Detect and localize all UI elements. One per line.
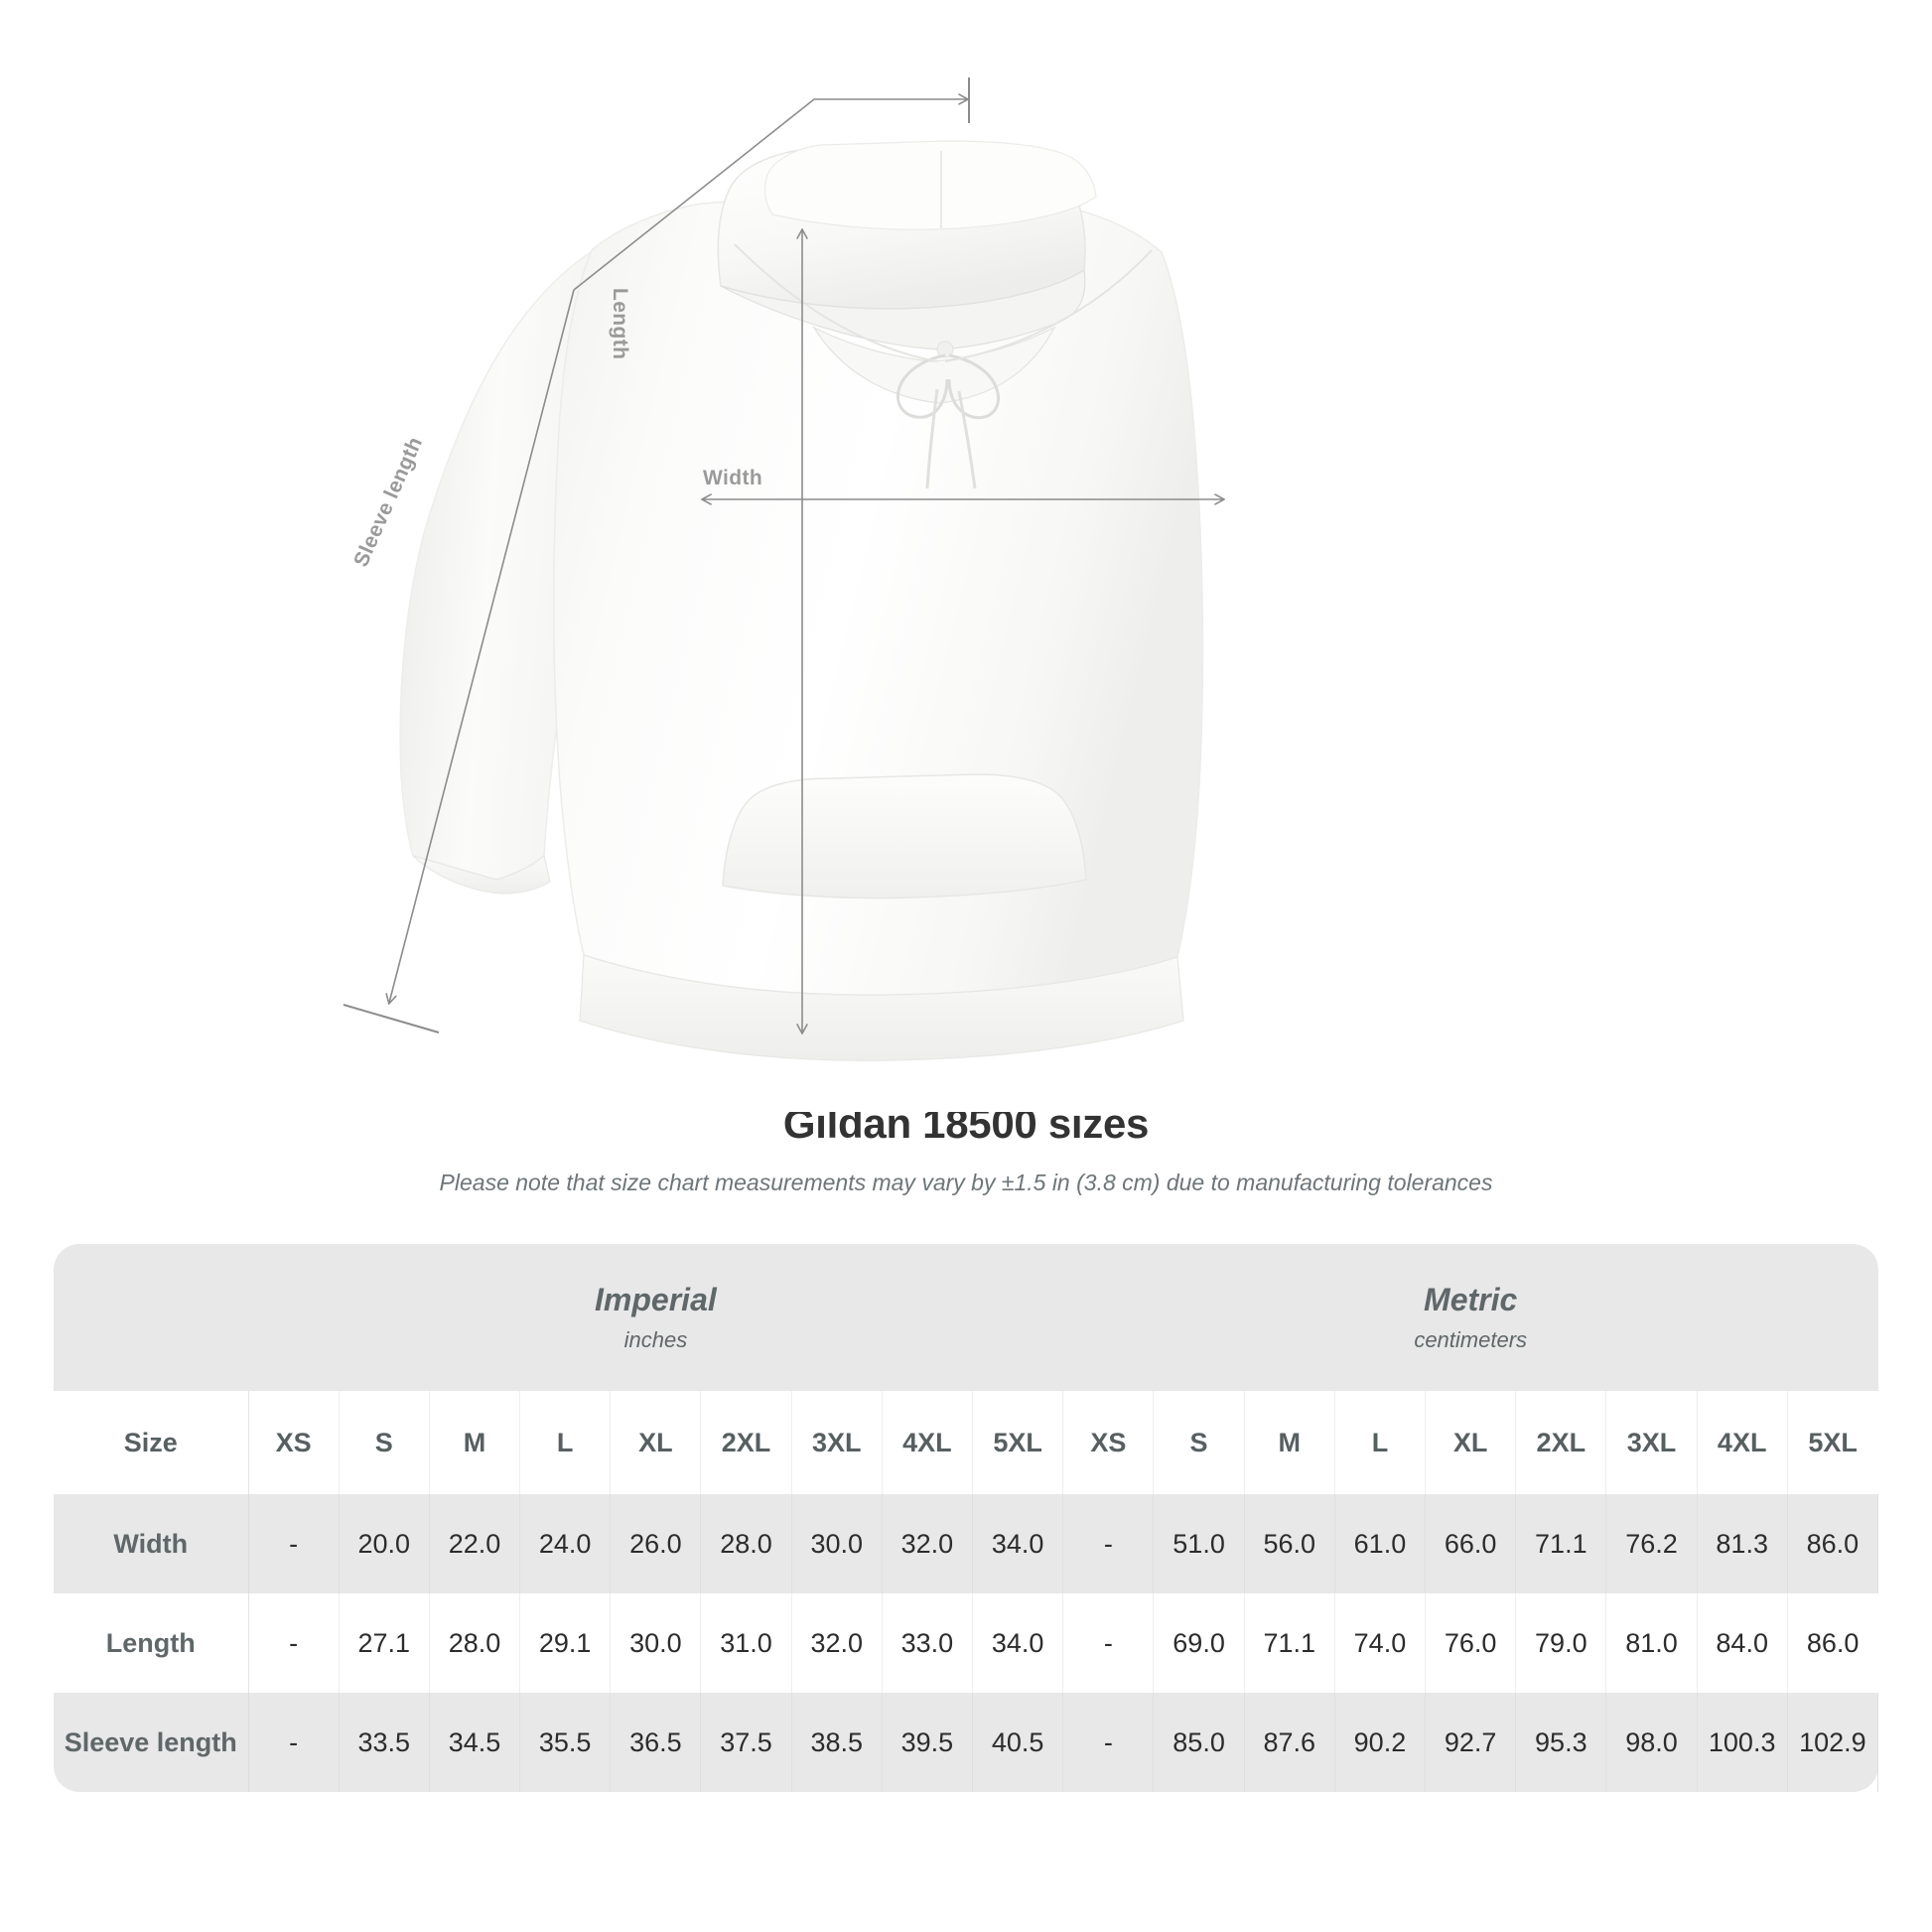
size-header-imperial-s: S: [339, 1391, 430, 1494]
cell-width-metric-2xl: 71.1: [1515, 1494, 1607, 1593]
cell-sleeve-length-metric-5xl: 102.9: [1787, 1693, 1879, 1792]
cell-length-metric-2xl: 79.0: [1515, 1593, 1607, 1693]
cell-width-imperial-xs: -: [248, 1494, 340, 1593]
cell-length-imperial-s: 27.1: [339, 1593, 430, 1693]
size-header-metric-2xl: 2XL: [1515, 1391, 1607, 1494]
cell-sleeve-length-metric-s: 85.0: [1153, 1693, 1245, 1792]
table-row: Sleeve length -33.5 34.5 35.5 36.5 37.5 38.5 39…: [54, 1693, 1879, 1792]
cell-sleeve-length-imperial-s: 33.5: [339, 1693, 430, 1792]
cell-sleeve-length-imperial-xl: 36.5: [610, 1693, 702, 1792]
cell-width-imperial-l: 24.0: [519, 1494, 612, 1593]
size-header-imperial-m: M: [429, 1391, 521, 1494]
hoodie-illustration: [399, 140, 1204, 1061]
cell-sleeve-length-imperial-m: 34.5: [429, 1693, 521, 1792]
cell-width-imperial-5xl: 34.0: [972, 1494, 1064, 1593]
cell-length-imperial-m: 28.0: [429, 1593, 521, 1693]
unit-system-unit: centimeters: [1414, 1327, 1528, 1353]
cell-length-metric-l: 74.0: [1334, 1593, 1427, 1693]
cell-sleeve-length-metric-4xl: 100.3: [1697, 1693, 1788, 1792]
cell-sleeve-length-metric-xs: -: [1062, 1693, 1155, 1792]
size-header-metric-s: S: [1153, 1391, 1245, 1494]
cell-width-imperial-m: 22.0: [429, 1494, 521, 1593]
length-dimension-label: Length: [609, 288, 631, 360]
cell-length-imperial-3xl: 32.0: [791, 1593, 883, 1693]
unit-system-name: Imperial: [595, 1281, 717, 1317]
size-header-metric-4xl: 4XL: [1697, 1391, 1788, 1494]
size-header-metric-xs: XS: [1062, 1391, 1155, 1494]
unit-system-header-row: Imperial inches Metric centimeters: [54, 1244, 1878, 1391]
cell-sleeve-length-imperial-l: 35.5: [519, 1693, 612, 1792]
unit-header-corner: [54, 1244, 248, 1391]
cell-sleeve-length-metric-m: 87.6: [1244, 1693, 1335, 1792]
cell-length-imperial-xl: 30.0: [610, 1593, 702, 1693]
cell-width-metric-3xl: 76.2: [1605, 1494, 1698, 1593]
cell-sleeve-length-imperial-xs: -: [248, 1693, 340, 1792]
cell-width-imperial-3xl: 30.0: [791, 1494, 883, 1593]
unit-system-unit: inches: [623, 1327, 688, 1353]
size-header-imperial-xs: XS: [248, 1391, 340, 1494]
unit-system-header-imperial: Imperial inches: [248, 1244, 1063, 1391]
tolerance-note: Please note that size chart measurements…: [439, 1170, 1493, 1195]
cell-length-imperial-xs: -: [248, 1593, 340, 1693]
cell-width-metric-m: 56.0: [1244, 1494, 1335, 1593]
cell-width-metric-4xl: 81.3: [1697, 1494, 1788, 1593]
size-header-metric-xl: XL: [1425, 1391, 1517, 1494]
cell-length-metric-s: 69.0: [1153, 1593, 1245, 1693]
width-dimension-label: Width: [703, 467, 763, 489]
cell-length-metric-xs: -: [1062, 1593, 1155, 1693]
cell-width-metric-xl: 66.0: [1425, 1494, 1517, 1593]
size-header-imperial-xl: XL: [610, 1391, 702, 1494]
cell-width-imperial-s: 20.0: [339, 1494, 430, 1593]
size-chart-table-container: Imperial inches Metric centimeters Size XS S M L…: [54, 1244, 1879, 1792]
cell-sleeve-length-imperial-5xl: 40.5: [972, 1693, 1064, 1792]
cell-length-metric-3xl: 81.0: [1605, 1593, 1698, 1693]
cell-length-metric-xl: 76.0: [1425, 1593, 1517, 1693]
size-header-metric-m: M: [1244, 1391, 1335, 1494]
table-row: Length -27.1 28.0 29.1 30.0 31.0 32.0 33.0 34.0-…: [54, 1593, 1878, 1693]
unit-system-name: Metric: [1424, 1281, 1518, 1317]
cell-sleeve-length-imperial-4xl: 39.5: [882, 1693, 974, 1792]
size-chart-table: Imperial inches Metric centimeters Size XS S M L…: [54, 1244, 1879, 1792]
row-label-width: Width: [54, 1494, 249, 1593]
row-label-sleeve-length: Sleeve length: [54, 1693, 249, 1792]
cell-length-imperial-5xl: 34.0: [972, 1593, 1064, 1693]
size-header-metric-3xl: 3XL: [1605, 1391, 1698, 1494]
size-header-row: Size XS S M L XL 2XL 3XL 4XL 5XL XS S M L XL 2XL 3XL 4XL 5…: [54, 1391, 1878, 1494]
cell-length-metric-5xl: 86.0: [1787, 1593, 1878, 1693]
size-header-imperial-4xl: 4XL: [882, 1391, 974, 1494]
cell-width-metric-s: 51.0: [1153, 1494, 1245, 1593]
cell-sleeve-length-imperial-2xl: 37.5: [700, 1693, 792, 1792]
cell-width-metric-5xl: 86.0: [1787, 1494, 1879, 1593]
cell-sleeve-length-metric-l: 90.2: [1334, 1693, 1427, 1792]
size-column-header: Size: [54, 1391, 249, 1494]
cell-sleeve-length-metric-2xl: 95.3: [1515, 1693, 1607, 1792]
cell-width-imperial-2xl: 28.0: [700, 1494, 792, 1593]
size-header-imperial-5xl: 5XL: [972, 1391, 1064, 1494]
size-header-imperial-2xl: 2XL: [700, 1391, 792, 1494]
cell-length-metric-m: 71.1: [1244, 1593, 1335, 1693]
row-label-length: Length: [54, 1593, 249, 1693]
cell-width-metric-xs: -: [1062, 1494, 1155, 1593]
cell-length-imperial-2xl: 31.0: [700, 1593, 792, 1693]
cell-sleeve-length-metric-3xl: 98.0: [1605, 1693, 1698, 1792]
cell-length-imperial-4xl: 33.0: [882, 1593, 974, 1693]
garment-diagram: Length Width Sleeve length: [343, 77, 1225, 1061]
cell-width-imperial-4xl: 32.0: [882, 1494, 974, 1593]
cell-length-imperial-l: 29.1: [519, 1593, 612, 1693]
size-header-imperial-l: L: [519, 1391, 612, 1494]
title-block: Gildan 18500 sizes Please note that size…: [0, 1100, 1932, 1196]
table-row: Width -20.0 22.0 24.0 26.0 28.0 30.0 32.0 34.0-5…: [54, 1494, 1879, 1593]
cell-sleeve-length-metric-xl: 92.7: [1425, 1693, 1517, 1792]
size-header-metric-l: L: [1334, 1391, 1427, 1494]
cell-width-imperial-xl: 26.0: [610, 1494, 702, 1593]
unit-system-header-metric: Metric centimeters: [1062, 1244, 1878, 1391]
size-header-imperial-3xl: 3XL: [791, 1391, 883, 1494]
cell-sleeve-length-imperial-3xl: 38.5: [791, 1693, 883, 1792]
cell-width-metric-l: 61.0: [1334, 1494, 1427, 1593]
size-header-metric-5xl: 5XL: [1787, 1391, 1878, 1494]
cell-length-metric-4xl: 84.0: [1697, 1593, 1788, 1693]
